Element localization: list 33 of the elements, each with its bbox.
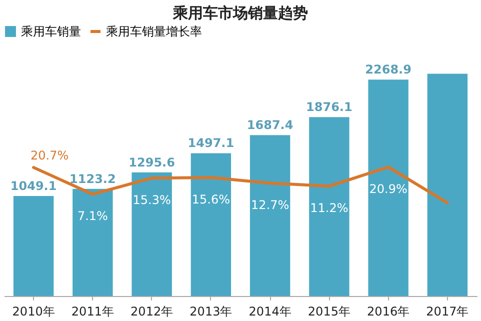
data-label: 20.7%: [30, 148, 69, 162]
legend-label: 乘用车销量: [21, 24, 81, 38]
x-tick-label: 2011年: [71, 304, 114, 318]
data-label: 1295.6: [128, 155, 175, 170]
data-label: 12.7%: [251, 198, 290, 212]
legend-label: 乘用车销量增长率: [106, 24, 202, 38]
bar: [368, 80, 408, 296]
data-label: 1123.2: [70, 172, 116, 186]
x-tick-label: 2013年: [190, 304, 232, 318]
data-label: 7.1%: [77, 209, 108, 224]
data-label: 15.6%: [192, 192, 230, 206]
data-label: 1497.1: [188, 136, 234, 150]
bar: [190, 153, 232, 296]
data-label: 20.9%: [369, 182, 408, 196]
bar: [250, 135, 290, 296]
data-label: 15.3%: [132, 193, 171, 208]
data-label: 11.2%: [310, 201, 348, 216]
bar: [72, 188, 113, 296]
data-label: 1687.4: [246, 118, 294, 132]
x-tick-label: 2017年: [426, 304, 469, 318]
data-label: 2268.9: [365, 62, 412, 77]
data-label: 1049.1: [10, 178, 57, 193]
x-tick-label: 2016年: [367, 304, 410, 318]
x-tick-label: 2010年: [12, 304, 55, 318]
chart-title: 乘用车市场销量趋势: [172, 4, 308, 22]
bar: [132, 172, 172, 296]
x-tick-label: 2015年: [308, 304, 350, 318]
bar: [13, 196, 54, 296]
x-tick-label: 2014年: [248, 304, 292, 318]
bar: [427, 74, 468, 296]
x-tick-label: 2012年: [130, 304, 174, 318]
data-label: 1876.1: [306, 100, 352, 114]
bar: [309, 117, 350, 296]
